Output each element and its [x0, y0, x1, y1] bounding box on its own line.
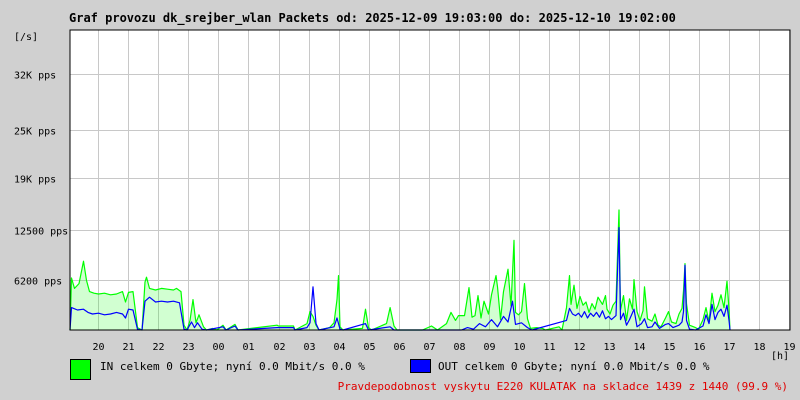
x-tick-label: 05 — [363, 342, 375, 353]
x-tick-label: 18 — [753, 342, 765, 353]
out-legend-swatch — [410, 359, 431, 373]
x-tick-label: 06 — [393, 342, 405, 353]
x-tick-label: 13 — [603, 342, 615, 353]
x-tick-label: 08 — [453, 342, 465, 353]
x-tick-label: 16 — [693, 342, 705, 353]
x-unit-label: [h] — [771, 351, 789, 362]
footer-note: Pravdepodobnost vyskytu E220 KULATAK na … — [337, 380, 788, 393]
y-tick-label: 32K pps — [14, 71, 56, 82]
in-legend-swatch — [70, 359, 91, 380]
plot-border — [69, 29, 791, 331]
series-out-line — [69, 227, 731, 331]
chart-title: Graf provozu dk_srejber_wlan Packets od:… — [69, 11, 676, 25]
x-tick-label: 09 — [483, 342, 495, 353]
x-tick-labels: 20 21 22 23 00 01 02 03 04 05 06 07 08 09 10 11 12 13 14 15… — [92, 342, 795, 353]
y-unit-label: [/s] — [14, 32, 38, 43]
x-tick-label: 20 — [92, 342, 104, 353]
out-legend-text: OUT celkem 0 Gbyte; nyní 0.0 Mbit/s 0.0 … — [438, 360, 710, 373]
y-tick-label: 25K pps — [14, 127, 56, 138]
x-tick-label: 02 — [273, 342, 285, 353]
x-tick-label: 04 — [333, 342, 345, 353]
x-tick-label: 17 — [723, 342, 735, 353]
x-tick-label: 21 — [122, 342, 134, 353]
x-tick-label: 14 — [633, 342, 645, 353]
x-tick-label: 00 — [212, 342, 224, 353]
x-tick-label: 11 — [543, 342, 555, 353]
grid — [70, 30, 790, 330]
series-layer — [69, 209, 731, 331]
y-tick-label: 19K pps — [14, 175, 56, 186]
y-tick-label: 6200 pps — [14, 277, 62, 288]
x-tick-label: 19 — [783, 342, 795, 353]
x-tick-label: 15 — [663, 342, 675, 353]
x-tick-label: 23 — [182, 342, 194, 353]
x-tick-label: 03 — [303, 342, 315, 353]
in-legend-text: IN celkem 0 Gbyte; nyní 0.0 Mbit/s 0.0 % — [100, 360, 365, 373]
series-in-line — [69, 209, 731, 331]
x-tick-label: 22 — [152, 342, 164, 353]
x-tick-label: 12 — [573, 342, 585, 353]
y-tick-label: 12500 pps — [14, 227, 68, 238]
x-tick-label: 07 — [423, 342, 435, 353]
x-tick-label: 10 — [513, 342, 525, 353]
y-tick-labels: 6200 pps 12500 pps 19K pps 25K pps 32K pps — [14, 71, 68, 288]
x-tick-label: 01 — [242, 342, 254, 353]
